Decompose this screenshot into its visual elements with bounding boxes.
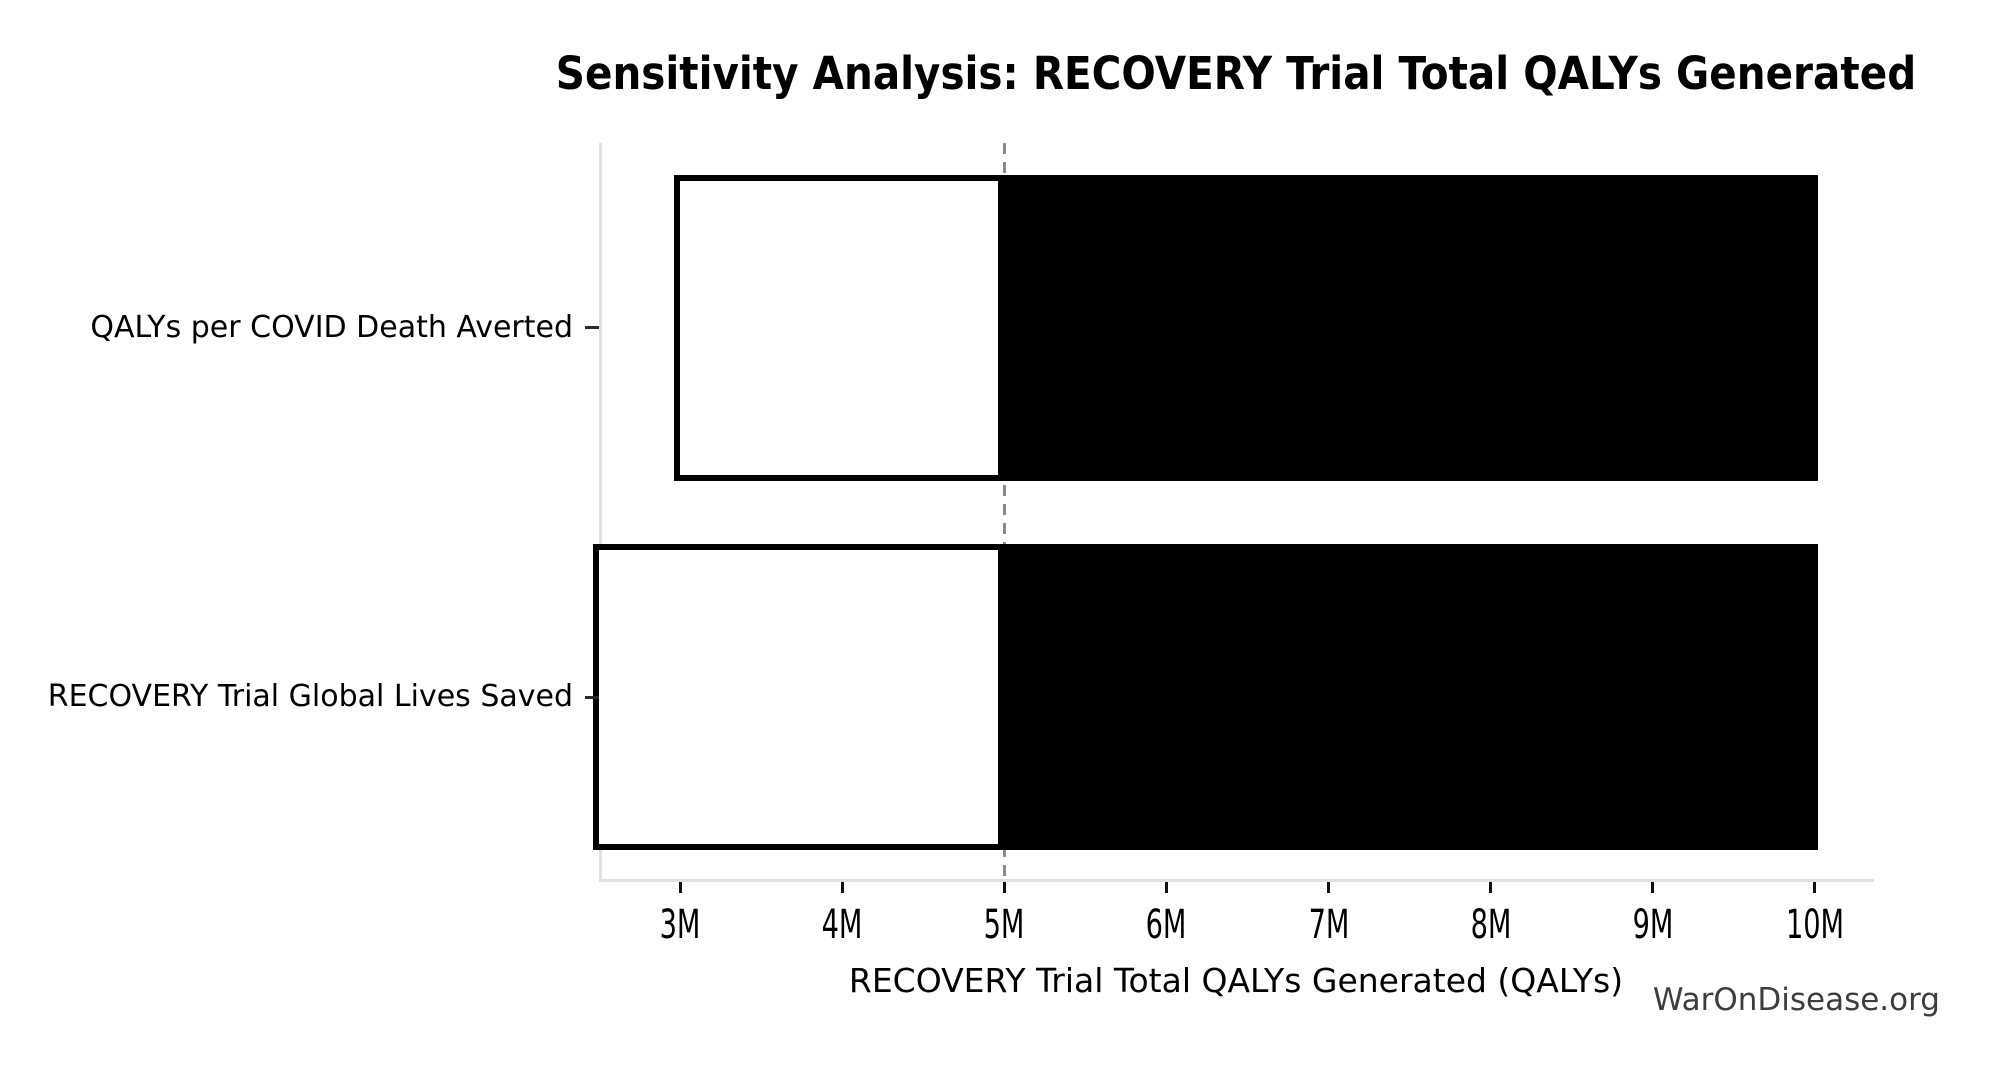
x-tick-mark	[678, 882, 682, 893]
watermark-text: WarOnDisease.org	[1652, 982, 1940, 1018]
x-tick-label: 5M	[983, 902, 1025, 948]
y-tick-mark	[585, 695, 599, 699]
bar-high-segment	[1004, 544, 1818, 850]
x-tick-mark	[1164, 882, 1168, 893]
x-tick-mark	[1327, 882, 1331, 893]
x-tick-label: 6M	[1146, 902, 1187, 948]
x-tick-label: 4M	[821, 902, 863, 948]
baseline-dashed-line	[1002, 143, 1006, 882]
y-tick-label: QALYs per COVID Death Averted	[90, 309, 573, 345]
x-tick-label: 9M	[1632, 902, 1674, 948]
plot-area	[599, 143, 1874, 882]
y-tick-label: RECOVERY Trial Global Lives Saved	[47, 679, 573, 715]
bar-low-segment	[593, 544, 1005, 850]
x-tick-label: 3M	[659, 902, 701, 948]
x-axis-label: RECOVERY Trial Total QALYs Generated (QA…	[848, 961, 1624, 1000]
bar-high-segment	[1004, 175, 1818, 481]
bar-low-segment	[674, 175, 1005, 481]
x-tick-mark	[840, 882, 844, 893]
x-tick-label: 8M	[1470, 902, 1512, 948]
x-tick-mark	[1489, 882, 1493, 893]
x-tick-mark	[1002, 882, 1006, 893]
y-tick-mark	[585, 326, 599, 330]
x-tick-label: 10M	[1785, 902, 1845, 948]
x-tick-mark	[1813, 882, 1817, 893]
chart-title: Sensitivity Analysis: RECOVERY Trial Tot…	[555, 47, 1917, 100]
x-tick-mark	[1651, 882, 1655, 893]
x-tick-label: 7M	[1308, 902, 1349, 948]
